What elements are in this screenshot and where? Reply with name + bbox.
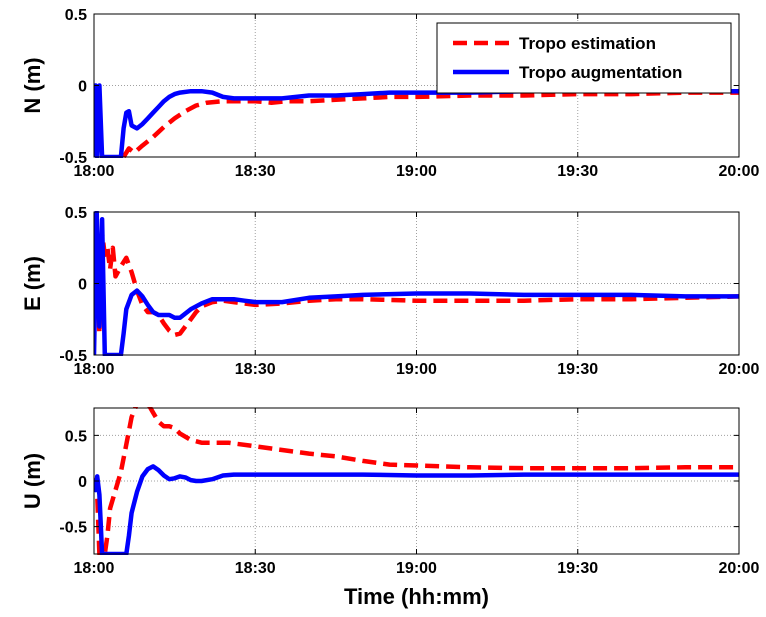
x-tick-label: 20:00 xyxy=(719,361,760,378)
x-tick-label: 18:30 xyxy=(235,560,276,577)
legend: Tropo estimation Tropo augmentation xyxy=(436,22,732,94)
x-tick-label: 19:30 xyxy=(557,361,598,378)
x-tick-label: 20:00 xyxy=(719,163,760,180)
legend-label: Tropo augmentation xyxy=(519,63,682,82)
panel-3: 18:00 18:30 19:00 19:30 20:00 -0.5 0 0.5 U (m) Ti… xyxy=(20,407,760,609)
x-tick-label: 19:00 xyxy=(396,163,437,180)
x-tick-label: 19:00 xyxy=(396,560,437,577)
y-tick-label: 0 xyxy=(78,79,87,96)
series-line-tropo-estimation xyxy=(121,90,739,158)
series-line-tropo-estimation xyxy=(94,407,739,555)
x-tick-label: 18:30 xyxy=(235,163,276,180)
x-tick-label: 18:00 xyxy=(74,163,115,180)
y-tick-label: -0.5 xyxy=(59,150,87,167)
panel-1: 18:00 18:30 19:00 19:30 20:00 -0.5 0 0.5 N (m) Tr… xyxy=(20,7,760,180)
y-axis-label: N (m) xyxy=(20,57,45,113)
y-tick-label: 0.5 xyxy=(65,428,87,445)
y-tick-label: 0.5 xyxy=(65,205,87,222)
panel-2: 18:00 18:30 19:00 19:30 20:00 -0.5 0 0.5 E (m) xyxy=(20,205,760,378)
series-line-tropo-estimation xyxy=(94,231,739,338)
x-tick-label: 18:00 xyxy=(74,560,115,577)
y-tick-label: 0 xyxy=(78,277,87,294)
x-tick-label: 18:00 xyxy=(74,361,115,378)
y-axis-label: E (m) xyxy=(20,256,45,311)
x-tick-label: 20:00 xyxy=(719,560,760,577)
x-axis-label: Time (hh:mm) xyxy=(344,584,489,609)
y-tick-label: 0.5 xyxy=(65,7,87,24)
x-tick-label: 19:30 xyxy=(557,560,598,577)
x-tick-label: 19:00 xyxy=(396,361,437,378)
x-tick-label: 19:30 xyxy=(557,163,598,180)
y-tick-label: -0.5 xyxy=(59,520,87,537)
legend-box xyxy=(436,22,732,94)
y-tick-label: 0 xyxy=(78,474,87,491)
legend-label: Tropo estimation xyxy=(519,34,656,53)
x-tick-label: 18:30 xyxy=(235,361,276,378)
y-tick-label: -0.5 xyxy=(59,348,87,365)
y-axis-label: U (m) xyxy=(20,453,45,509)
